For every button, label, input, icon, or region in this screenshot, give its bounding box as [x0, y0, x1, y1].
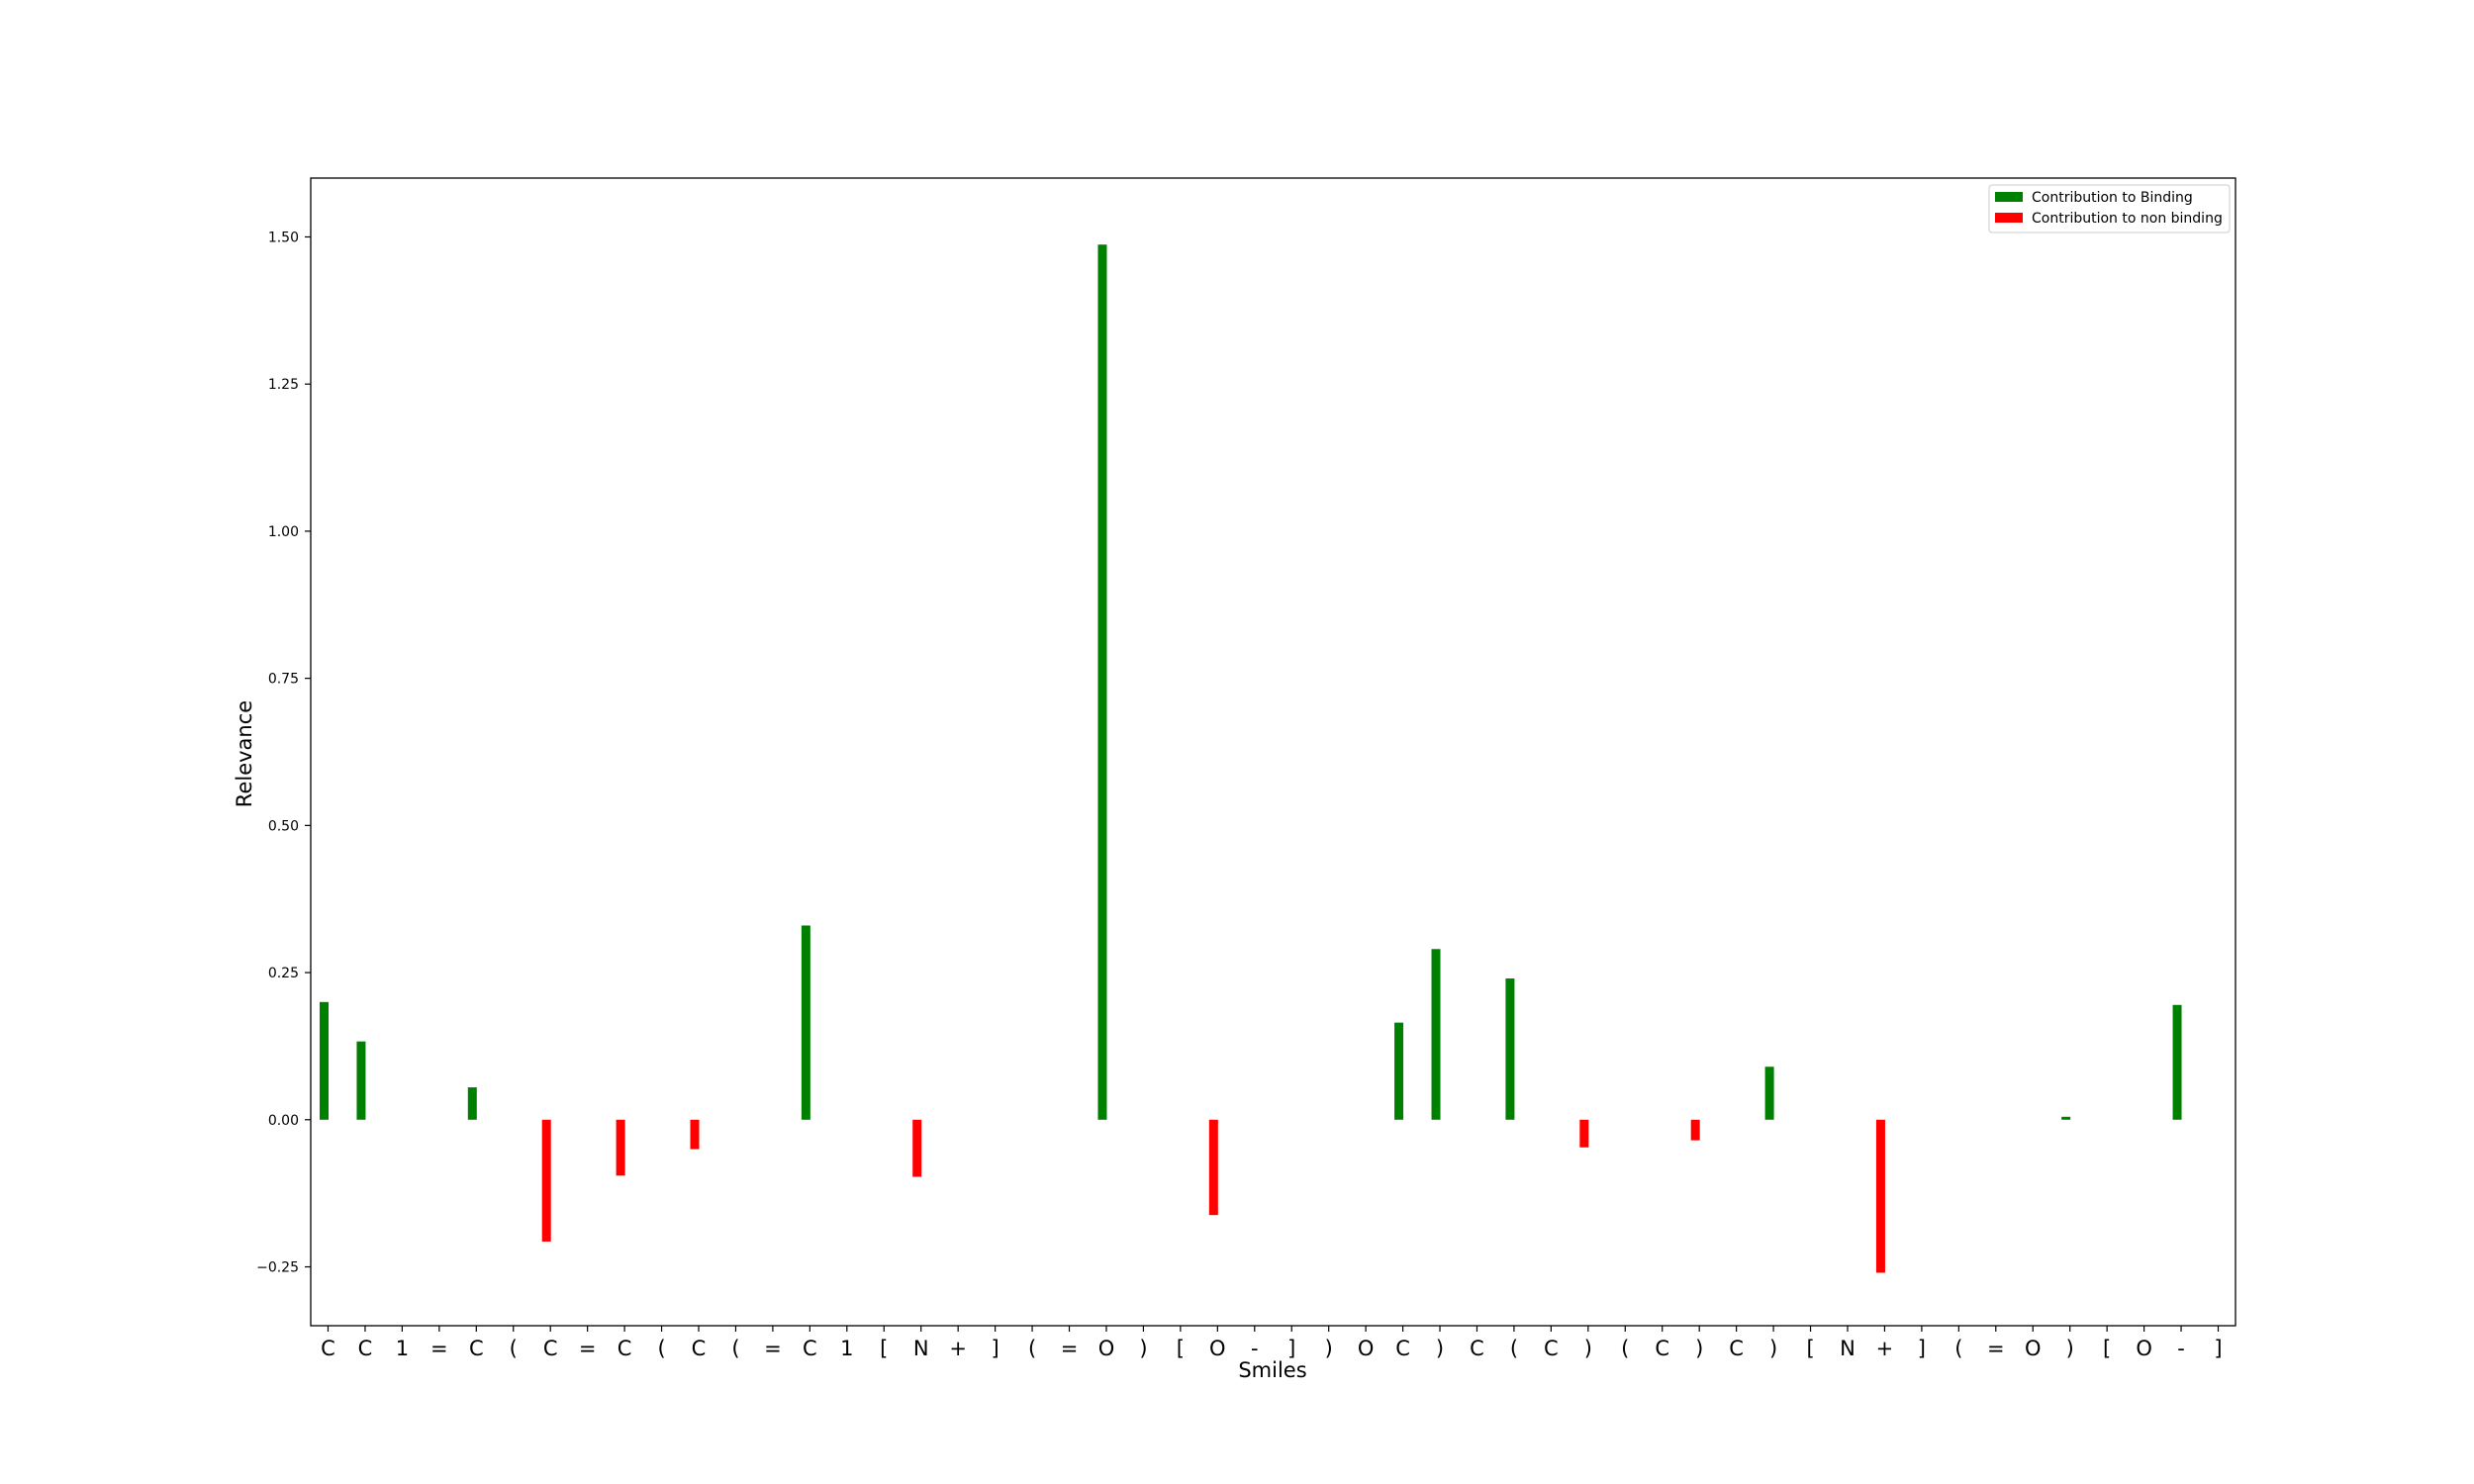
x-tick-label: 1 — [396, 1337, 409, 1360]
y-axis: −0.25 0.00 0.25 0.50 0.75 1.00 1.25 1.50 — [256, 230, 311, 1276]
bar-non-binding — [1208, 1119, 1218, 1216]
x-tick-label: C — [618, 1337, 632, 1360]
x-tick-label: O — [2136, 1337, 2152, 1360]
x-tick-label: O — [2025, 1337, 2042, 1360]
legend-label-non-binding: Contribution to non binding — [2032, 211, 2223, 227]
x-tick-label: = — [764, 1337, 782, 1360]
bar-non-binding — [1579, 1119, 1589, 1148]
bar-binding — [1097, 244, 1107, 1120]
x-tick-label: O — [1209, 1337, 1226, 1360]
x-tick-label: C — [803, 1337, 817, 1360]
x-tick-label: + — [949, 1337, 967, 1360]
x-tick-label: ( — [510, 1337, 518, 1360]
x-tick-label: O — [1358, 1337, 1375, 1360]
bar-non-binding — [912, 1119, 922, 1177]
bar-binding — [801, 925, 810, 1120]
x-tick-label: ( — [1621, 1337, 1629, 1360]
x-tick-label: ( — [1028, 1337, 1036, 1360]
x-tick-label: ) — [1139, 1337, 1147, 1360]
x-tick-label: ) — [1584, 1337, 1592, 1360]
x-tick-label: ) — [1769, 1337, 1777, 1360]
bar-binding — [1431, 949, 1441, 1120]
x-tick-label: - — [2177, 1337, 2185, 1360]
bar-binding — [1764, 1067, 1774, 1120]
x-tick-label: = — [1061, 1337, 1079, 1360]
y-tick-label: 0.00 — [268, 1113, 299, 1129]
y-tick-label: 1.25 — [268, 377, 299, 393]
bar-non-binding — [690, 1119, 700, 1150]
x-tick-label: ) — [1436, 1337, 1444, 1360]
x-tick-label: ) — [2066, 1337, 2074, 1360]
x-tick-label: C — [543, 1337, 558, 1360]
x-tick-label: 1 — [840, 1337, 853, 1360]
y-tick-label: 1.00 — [268, 524, 299, 540]
x-tick-label: - — [1251, 1337, 1259, 1360]
x-tick-label: ] — [1287, 1337, 1295, 1360]
x-tick-label: ] — [2214, 1337, 2222, 1360]
x-axis: C C 1 = C(C = C(C(= C 1[N +](= O)[O -]) O C) C(C)(C) C)… — [321, 1326, 2223, 1360]
bar-binding — [1505, 978, 1515, 1120]
x-tick-label: ( — [731, 1337, 739, 1360]
legend: Contribution to Binding Contribution to … — [1988, 184, 2231, 233]
x-tick-label: = — [579, 1337, 597, 1360]
x-tick-label: ] — [992, 1337, 999, 1360]
plot-background — [311, 178, 2236, 1326]
x-tick-label: N — [913, 1337, 929, 1360]
x-tick-label: [ — [1177, 1337, 1185, 1360]
y-tick-label: 1.50 — [268, 230, 299, 245]
legend-swatch-non-binding — [1995, 213, 2023, 223]
x-tick-label: ) — [1325, 1337, 1333, 1360]
x-tick-label: ( — [657, 1337, 665, 1360]
x-tick-label: [ — [2103, 1337, 2111, 1360]
x-axis-title: Smiles — [1238, 1358, 1306, 1382]
legend-swatch-binding — [1995, 192, 2023, 202]
x-tick-label: C — [1544, 1337, 1559, 1360]
plot-frame — [310, 177, 2236, 1327]
x-tick-label: C — [1470, 1337, 1484, 1360]
x-tick-label: C — [1655, 1337, 1669, 1360]
x-tick-label: C — [1729, 1337, 1744, 1360]
bar-binding — [2061, 1116, 2071, 1120]
x-tick-label: C — [1395, 1337, 1410, 1360]
x-tick-label: ( — [1954, 1337, 1962, 1360]
bar-binding — [320, 1001, 329, 1120]
bar-binding — [2172, 1004, 2182, 1120]
bar-binding — [356, 1041, 366, 1120]
x-tick-label: ) — [1695, 1337, 1703, 1360]
x-tick-label: = — [430, 1337, 448, 1360]
y-tick-label: −0.25 — [256, 1260, 299, 1276]
bar-non-binding — [1875, 1119, 1885, 1273]
bar-binding — [467, 1087, 477, 1120]
bar-non-binding — [616, 1119, 625, 1176]
x-tick-label: = — [1987, 1337, 2005, 1360]
bars-group — [320, 244, 2182, 1273]
x-tick-label: C — [321, 1337, 335, 1360]
bar-non-binding — [1690, 1119, 1700, 1141]
y-tick-label: 0.50 — [268, 818, 299, 834]
y-tick-label: 0.75 — [268, 672, 299, 688]
x-tick-label: [ — [880, 1337, 888, 1360]
y-tick-label: 0.25 — [268, 966, 299, 981]
x-tick-label: N — [1840, 1337, 1856, 1360]
x-tick-label: ] — [1918, 1337, 1926, 1360]
x-tick-label: C — [469, 1337, 484, 1360]
x-tick-label: ( — [1510, 1337, 1518, 1360]
bar-non-binding — [541, 1119, 551, 1242]
legend-label-binding: Contribution to Binding — [2032, 190, 2193, 206]
x-tick-label: C — [358, 1337, 373, 1360]
y-axis-title: Relevance — [233, 700, 256, 807]
legend-box — [1988, 184, 2231, 233]
x-tick-label: [ — [1806, 1337, 1814, 1360]
x-tick-label: O — [1098, 1337, 1115, 1360]
x-tick-label: + — [1876, 1337, 1894, 1360]
bar-binding — [1394, 1022, 1404, 1120]
x-tick-label: C — [692, 1337, 707, 1360]
